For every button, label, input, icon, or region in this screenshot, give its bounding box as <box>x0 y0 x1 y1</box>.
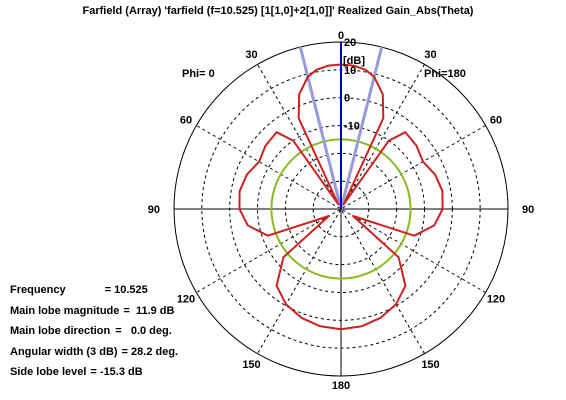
gain-point <box>292 139 294 142</box>
angle-tick-label: 30 <box>424 49 436 61</box>
gain-point <box>382 117 385 119</box>
beamwidth-lines <box>298 46 384 210</box>
gain-point <box>315 69 318 71</box>
angle-tick-label: 90 <box>522 204 534 216</box>
gain-point <box>422 160 424 163</box>
info-row-main-lobe-direction: Main lobe direction = 0.0 deg. <box>10 321 178 342</box>
grid-spoke <box>257 64 425 354</box>
angle-tick-label: 60 <box>490 115 502 127</box>
gain-point <box>307 76 309 78</box>
radial-tick-label: 0 <box>344 93 350 105</box>
info-panel: Frequency = 10.525 Main lobe magnitude = 1… <box>10 280 178 383</box>
angle-tick-label: 0 <box>338 30 344 42</box>
gain-point <box>397 256 400 259</box>
info-label: Main lobe direction <box>10 325 111 337</box>
gain-point <box>364 69 367 71</box>
gain-point <box>337 203 340 205</box>
gain-point <box>298 93 301 95</box>
info-label: Side lobe level <box>10 366 87 378</box>
gain-point <box>415 144 418 147</box>
gain-trace <box>238 63 444 331</box>
info-row-frequency: Frequency = 10.525 <box>10 280 178 301</box>
gain-point <box>247 224 249 227</box>
beamwidth-line <box>298 46 343 210</box>
gain-point <box>238 190 241 192</box>
gain-point <box>267 234 269 237</box>
gain-point <box>382 93 384 95</box>
gain-point <box>300 317 303 319</box>
angle-tick-label: 120 <box>177 294 195 306</box>
grid-spoke <box>257 64 425 354</box>
info-row-main-lobe-magnitude: Main lobe magnitude = 11.9 dB <box>10 301 178 322</box>
gain-point <box>264 144 267 147</box>
gain-point <box>352 215 354 217</box>
gain-point <box>441 190 444 192</box>
info-label: Angular width (3 dB) <box>10 345 118 358</box>
radial-tick-label: 20 <box>344 37 356 49</box>
gain-point <box>258 160 260 163</box>
gain-point <box>285 303 287 306</box>
gain-point <box>379 317 382 319</box>
info-value: = 11.9 dB <box>123 304 175 317</box>
info-label: Frequency <box>10 284 66 296</box>
gain-point <box>441 208 444 210</box>
gain-point <box>275 131 278 133</box>
gain-point <box>434 173 437 176</box>
angle-tick-label: 150 <box>242 359 260 371</box>
gain-point <box>352 64 355 67</box>
gain-point <box>404 131 407 133</box>
gain-point <box>373 76 376 78</box>
chart-title: Farfield (Array) 'farfield (f=10.525) [1… <box>83 5 474 17</box>
info-label: Main lobe magnitude <box>10 304 120 317</box>
radial-tick-labels: 20 10 0 -10 <box>344 37 360 133</box>
gain-point <box>246 173 248 176</box>
radial-tick-label: -10 <box>344 121 360 133</box>
radial-tick-label: 10 <box>344 65 356 77</box>
gain-point <box>282 256 285 259</box>
info-value: = -15.3 dB <box>90 366 143 378</box>
info-value: = 0.0 deg. <box>115 325 172 337</box>
gain-point <box>319 325 322 328</box>
grid-spoke <box>196 125 486 293</box>
angle-tick-label: 180 <box>332 380 350 392</box>
info-value: = 28.2 deg. <box>121 345 179 358</box>
gain-point <box>404 285 407 287</box>
gain-point <box>328 215 330 217</box>
beamwidth-line <box>339 46 384 210</box>
grid-spoke <box>196 125 486 293</box>
gain-point <box>433 224 436 227</box>
gain-point <box>395 303 397 306</box>
gain-point <box>340 328 342 331</box>
info-row-side-lobe-level: Side lobe level = -15.3 dB <box>10 362 178 383</box>
angle-tick-label: 150 <box>421 359 439 371</box>
gain-point <box>388 139 390 142</box>
gain-point <box>327 64 330 67</box>
angle-tick-label: 120 <box>487 294 505 306</box>
gain-point <box>297 117 300 119</box>
unit-label: [dB] <box>343 55 365 67</box>
gain-point <box>343 203 345 205</box>
angle-tick-label: 90 <box>148 204 160 216</box>
gain-point <box>360 325 363 328</box>
gain-point <box>275 285 278 287</box>
phi-left-label: Phi= 0 <box>182 68 215 80</box>
info-row-angular-width: Angular width (3 dB) = 28.2 deg. <box>10 342 178 363</box>
angle-tick-label: 60 <box>180 115 192 127</box>
info-value: = 10.525 <box>104 284 148 296</box>
angle-tick-labels: 0 30 30 60 60 90 90 120 120 150 150 180 <box>148 30 535 392</box>
gain-point <box>238 208 241 210</box>
angle-tick-label: 30 <box>245 49 257 61</box>
gain-point <box>413 234 416 237</box>
